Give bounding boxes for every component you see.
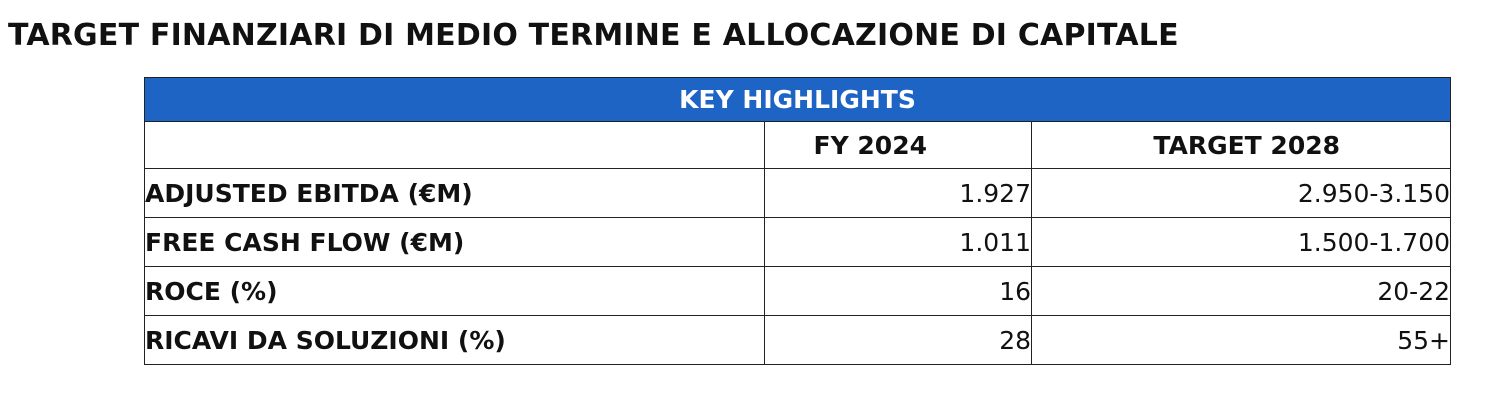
- row-label: FREE CASH FLOW (€M): [144, 217, 765, 267]
- banner-row: KEY HIGHLIGHTS: [143, 77, 1452, 122]
- cell-fy2024: 1.011: [764, 217, 1032, 267]
- cell-target2028: 20-22: [1030, 266, 1452, 316]
- row-label: ADJUSTED EBITDA (€M): [144, 168, 765, 218]
- cell-target2028: 1.500-1.700: [1030, 217, 1452, 267]
- cell-fy2024: 28: [764, 315, 1032, 365]
- table-banner: KEY HIGHLIGHTS: [143, 77, 1452, 122]
- row-label: ROCE (%): [144, 266, 765, 316]
- table-row: ADJUSTED EBITDA (€M) 1.927 2.950-3.150: [144, 168, 1452, 218]
- row-label: RICAVI DA SOLUZIONI (%): [144, 315, 765, 365]
- cell-target2028: 2.950-3.150: [1030, 168, 1452, 218]
- cell-fy2024: 16: [764, 266, 1032, 316]
- cell-target2028: 55+: [1030, 315, 1452, 365]
- key-highlights-table: KEY HIGHLIGHTS FY 2024 TARGET 2028 ADJUS…: [143, 77, 1452, 365]
- header-row: FY 2024 TARGET 2028: [144, 121, 1452, 169]
- column-header-fy2024: FY 2024: [764, 121, 1032, 169]
- cell-fy2024: 1.927: [764, 168, 1032, 218]
- table-row: ROCE (%) 16 20-22: [144, 266, 1452, 316]
- column-header-target2028: TARGET 2028: [1030, 121, 1452, 169]
- table-row: FREE CASH FLOW (€M) 1.011 1.500-1.700: [144, 217, 1452, 267]
- table-row: RICAVI DA SOLUZIONI (%) 28 55+: [144, 315, 1452, 365]
- column-header-empty: [144, 121, 765, 169]
- page-title: TARGET FINANZIARI DI MEDIO TERMINE E ALL…: [8, 18, 1179, 53]
